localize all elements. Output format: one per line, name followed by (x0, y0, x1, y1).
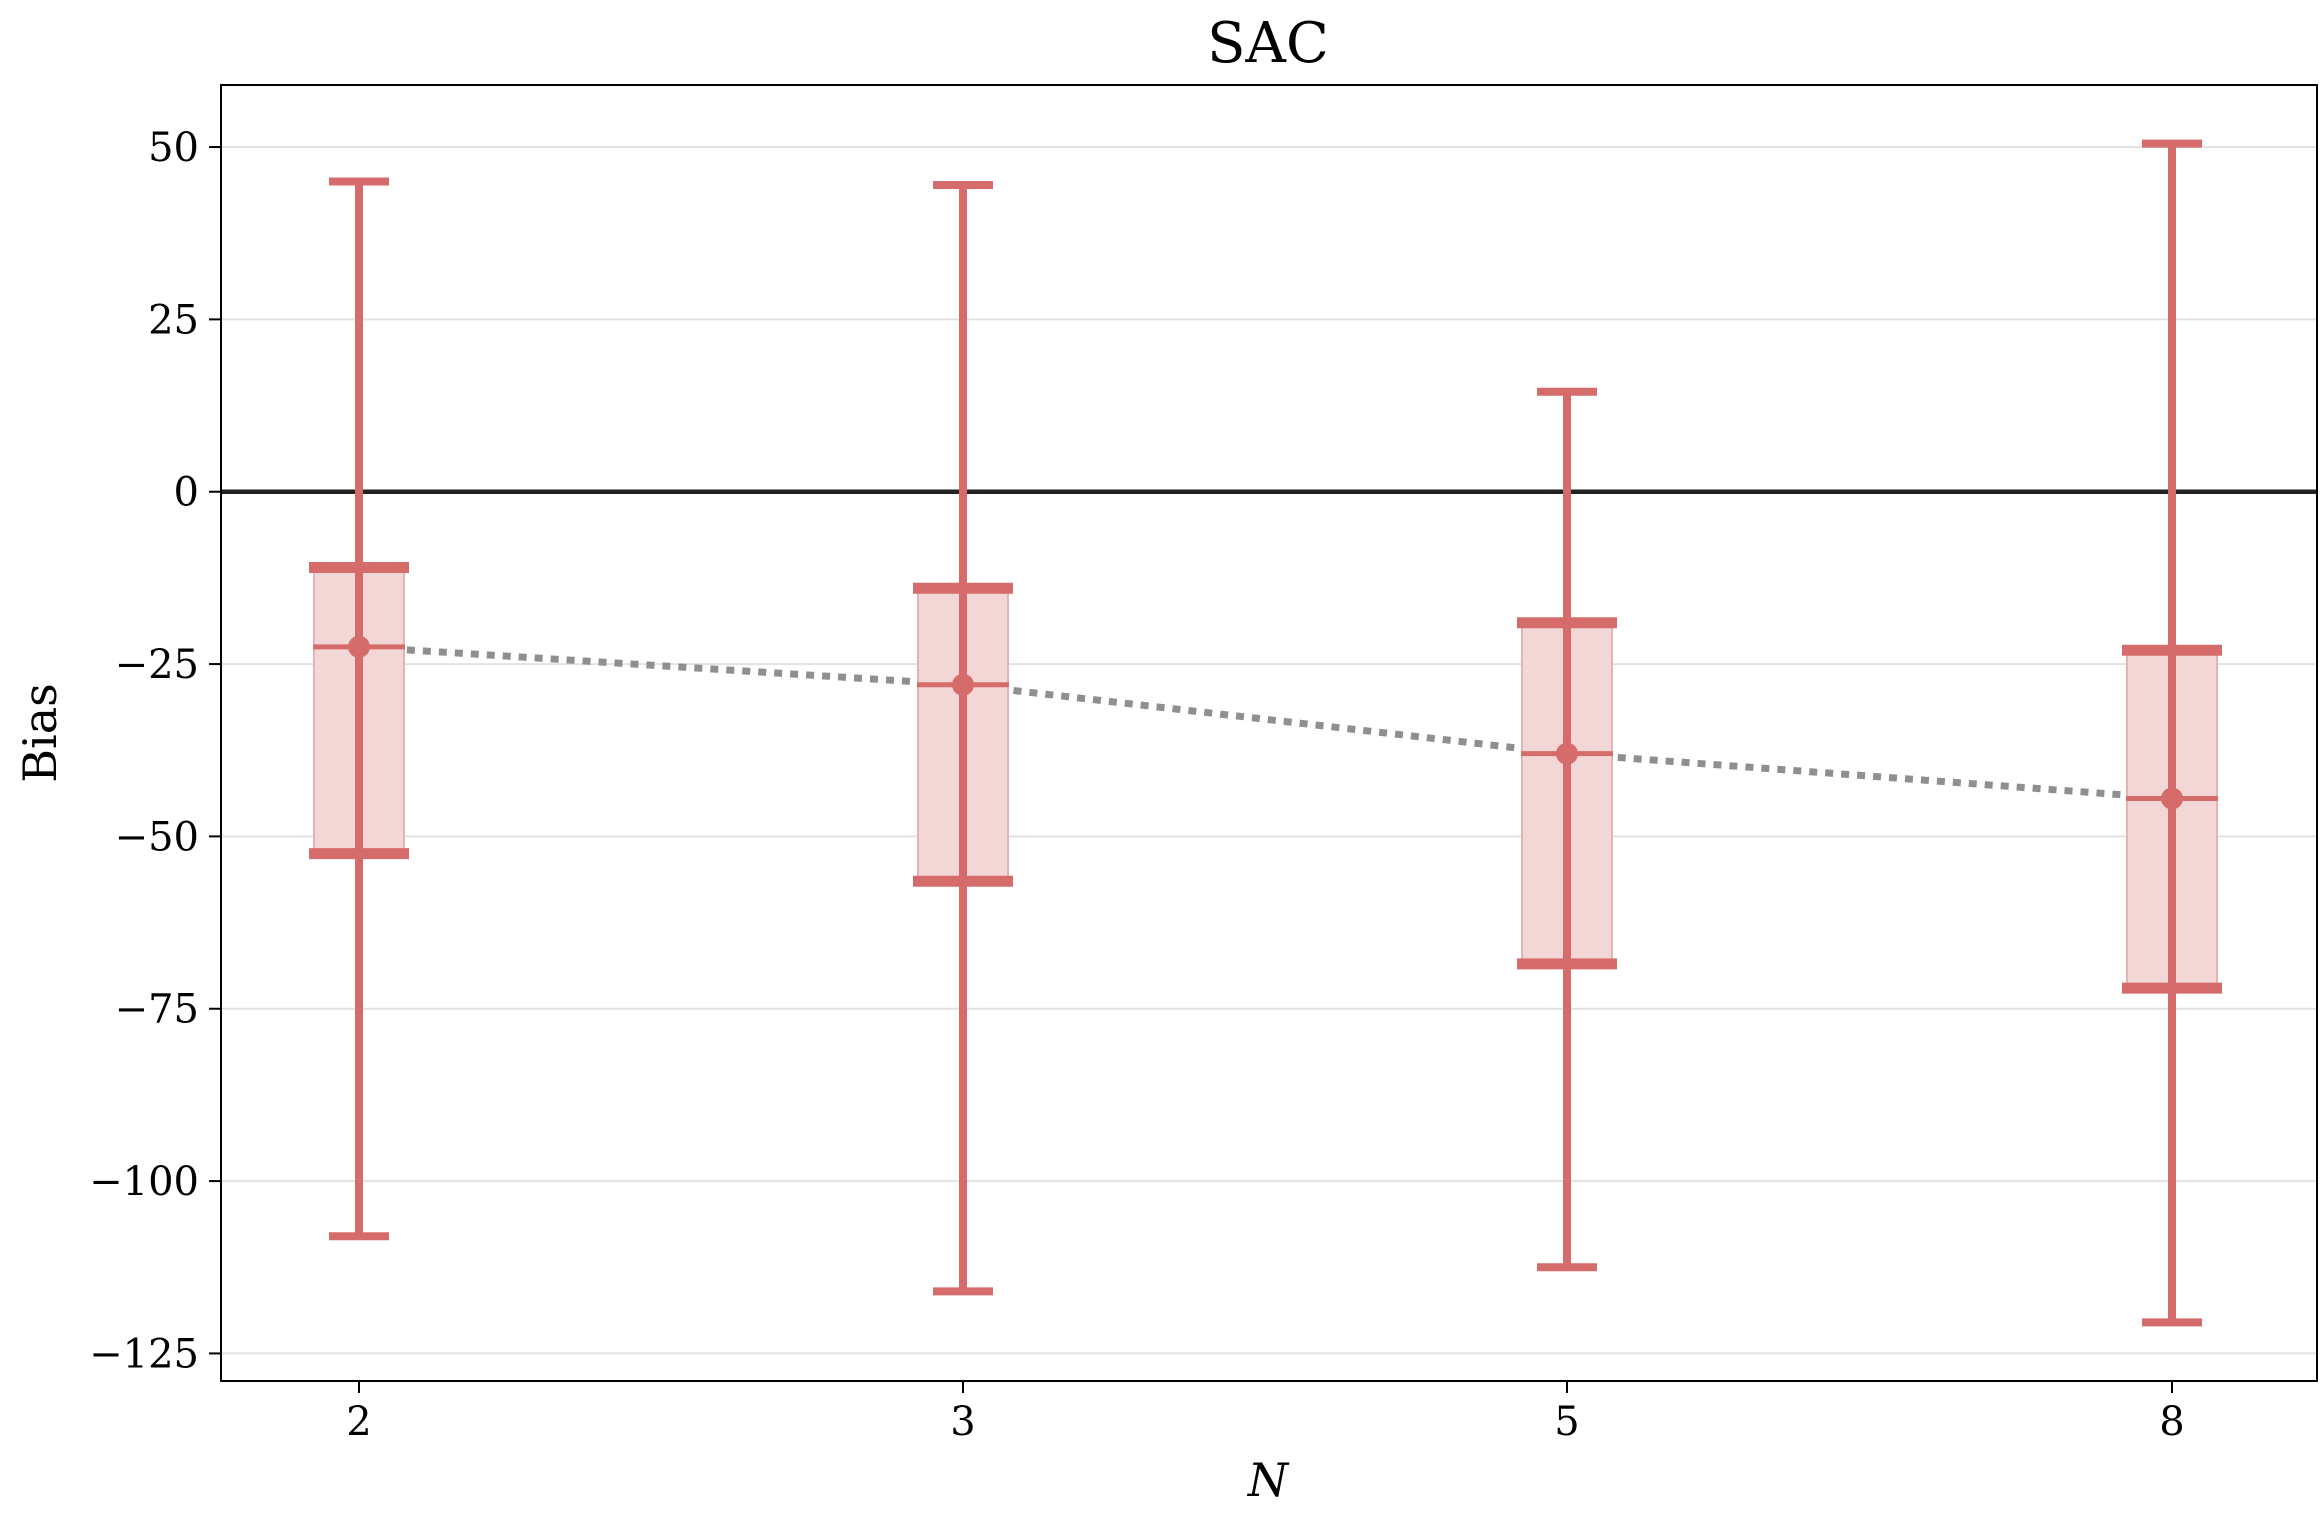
y-tick-label: 50 (148, 125, 199, 171)
y-tick-label: 0 (174, 470, 199, 516)
y-tick-label: −50 (115, 814, 199, 860)
y-tick-label: −25 (115, 642, 199, 688)
x-tick-label: 3 (950, 1399, 975, 1445)
x-axis: 2 3 5 8 (346, 1381, 2185, 1445)
y-tick-label: −100 (89, 1159, 199, 1205)
grid-lines (221, 146, 2317, 1355)
y-axis-label: Bias (13, 683, 67, 783)
y-tick-label: −75 (115, 987, 199, 1033)
mean-point (1556, 742, 1578, 765)
mean-point (348, 635, 370, 658)
box-5 (1517, 387, 1617, 1272)
x-tick-label: 8 (2159, 1399, 2184, 1445)
y-tick-label: −125 (89, 1331, 199, 1377)
box-3 (913, 180, 1013, 1296)
x-axis-label: N (1247, 1453, 1290, 1507)
plot-frame (220, 84, 2318, 1382)
y-tick-label: 25 (148, 297, 199, 343)
mean-dotted-line (358, 643, 2173, 802)
mean-trend-line (358, 643, 2173, 802)
mean-point (2161, 787, 2183, 810)
y-axis: 50 25 0 −25 −50 −75 −100 −125 (89, 125, 221, 1377)
mean-point (952, 673, 974, 696)
box-series (309, 139, 2222, 1327)
x-tick-label: 2 (346, 1399, 371, 1445)
x-tick-label: 5 (1554, 1399, 1579, 1445)
box-8 (2122, 139, 2222, 1327)
box-2 (309, 177, 409, 1241)
chart-title: SAC (1207, 11, 1329, 76)
